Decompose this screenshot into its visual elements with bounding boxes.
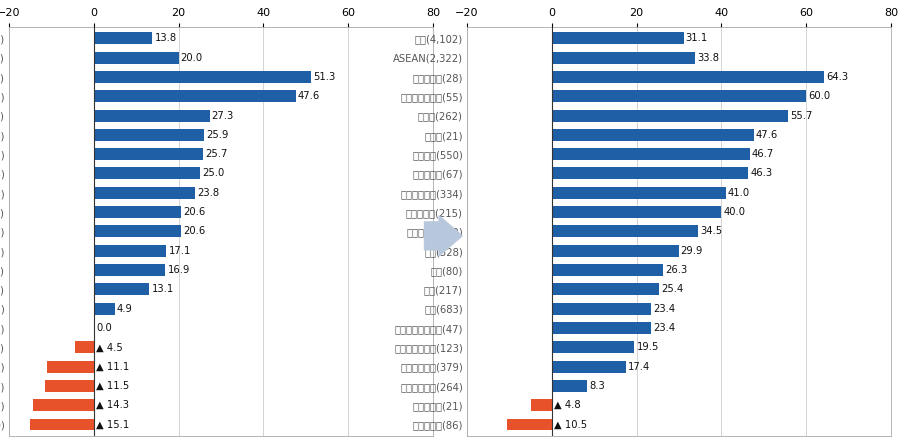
Bar	[94, 303, 114, 315]
Text: 0.0: 0.0	[96, 323, 112, 333]
Bar	[531, 399, 552, 411]
Text: 20.6: 20.6	[184, 207, 205, 217]
Text: 34.5: 34.5	[700, 227, 723, 236]
Text: 47.6: 47.6	[756, 130, 778, 140]
Bar	[552, 187, 725, 199]
Bar	[552, 360, 626, 372]
Bar	[552, 71, 824, 83]
Bar	[552, 167, 748, 179]
Bar	[552, 283, 660, 295]
Bar	[30, 419, 94, 430]
Bar	[94, 109, 210, 121]
Bar	[94, 283, 149, 295]
Bar	[94, 71, 311, 83]
Bar	[552, 90, 806, 102]
Text: 23.4: 23.4	[653, 303, 675, 314]
Text: 27.3: 27.3	[212, 110, 234, 121]
Bar	[33, 399, 94, 411]
Text: 33.8: 33.8	[698, 53, 719, 63]
Bar	[94, 226, 181, 237]
Text: 46.3: 46.3	[751, 169, 772, 178]
Bar	[47, 360, 94, 372]
Text: 55.7: 55.7	[790, 110, 813, 121]
Text: 25.9: 25.9	[206, 130, 228, 140]
Bar	[552, 206, 722, 218]
Bar	[94, 90, 295, 102]
Bar	[552, 32, 684, 44]
Bar	[508, 419, 552, 430]
Text: 20.6: 20.6	[184, 227, 205, 236]
Text: 8.3: 8.3	[590, 381, 605, 391]
Text: 60.0: 60.0	[808, 91, 831, 101]
Bar	[94, 206, 181, 218]
Bar	[94, 167, 200, 179]
Text: 17.4: 17.4	[627, 362, 650, 372]
Bar	[94, 187, 194, 199]
Bar	[94, 264, 166, 276]
Bar	[552, 303, 651, 315]
Bar	[94, 148, 202, 160]
Text: 25.4: 25.4	[662, 284, 684, 294]
Text: 31.1: 31.1	[686, 33, 708, 43]
Text: 46.7: 46.7	[752, 149, 774, 159]
Bar	[552, 380, 587, 392]
Text: 19.5: 19.5	[636, 342, 659, 352]
Text: 64.3: 64.3	[826, 72, 849, 82]
Text: 51.3: 51.3	[313, 72, 336, 82]
Text: 23.8: 23.8	[197, 188, 219, 198]
Text: 25.0: 25.0	[202, 169, 224, 178]
Text: ▲ 15.1: ▲ 15.1	[96, 420, 130, 429]
Bar	[94, 32, 152, 44]
Text: 26.3: 26.3	[665, 265, 688, 275]
Bar	[75, 341, 94, 353]
Text: 16.9: 16.9	[167, 265, 190, 275]
Text: 4.9: 4.9	[117, 303, 132, 314]
Text: 29.9: 29.9	[680, 246, 703, 256]
Text: 41.0: 41.0	[728, 188, 750, 198]
Text: 40.0: 40.0	[724, 207, 745, 217]
Text: 13.1: 13.1	[151, 284, 174, 294]
Text: 47.6: 47.6	[298, 91, 320, 101]
Text: ▲ 11.5: ▲ 11.5	[96, 381, 130, 391]
Bar	[552, 322, 651, 334]
Text: ▲ 14.3: ▲ 14.3	[96, 400, 130, 410]
Bar	[552, 52, 695, 64]
Text: ▲ 10.5: ▲ 10.5	[554, 420, 588, 429]
Bar	[552, 109, 788, 121]
Text: 20.0: 20.0	[181, 53, 202, 63]
Bar	[45, 380, 94, 392]
Bar	[552, 245, 679, 257]
Text: 23.4: 23.4	[653, 323, 675, 333]
Bar	[552, 129, 753, 141]
Text: 25.7: 25.7	[205, 149, 228, 159]
Bar	[94, 129, 203, 141]
Bar	[552, 264, 663, 276]
Bar	[94, 52, 178, 64]
Text: ▲ 4.8: ▲ 4.8	[554, 400, 580, 410]
Bar	[552, 148, 750, 160]
Text: ▲ 11.1: ▲ 11.1	[96, 362, 130, 372]
Text: 13.8: 13.8	[155, 33, 176, 43]
Bar	[94, 245, 166, 257]
Bar	[552, 226, 698, 237]
FancyArrow shape	[425, 215, 463, 256]
Text: ▲ 4.5: ▲ 4.5	[96, 342, 123, 352]
Bar	[552, 341, 634, 353]
Text: 17.1: 17.1	[168, 246, 191, 256]
